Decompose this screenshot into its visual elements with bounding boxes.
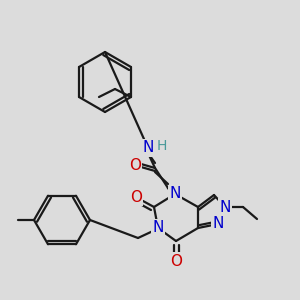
- Text: N: N: [169, 187, 181, 202]
- Text: N: N: [219, 200, 231, 214]
- Text: O: O: [129, 158, 141, 172]
- Text: N: N: [212, 217, 224, 232]
- Text: H: H: [157, 139, 167, 153]
- Text: O: O: [130, 190, 142, 205]
- Text: N: N: [142, 140, 154, 155]
- Text: N: N: [169, 187, 181, 202]
- Text: O: O: [170, 254, 182, 268]
- Text: N: N: [152, 220, 164, 236]
